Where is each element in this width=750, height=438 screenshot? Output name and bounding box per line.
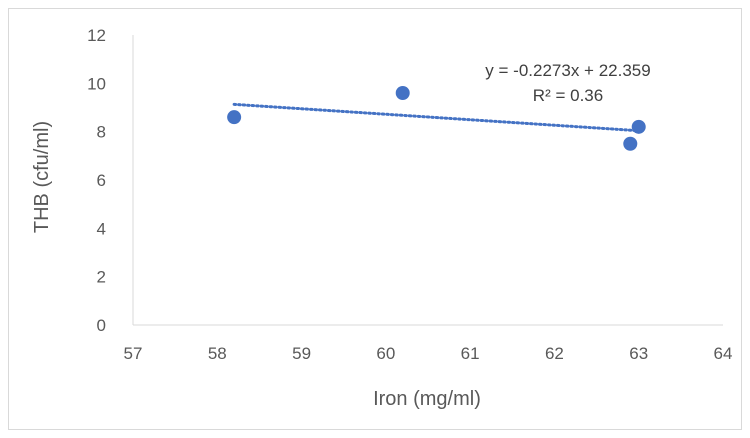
- x-axis-title: Iron (mg/ml): [373, 388, 481, 410]
- chart-frame: [8, 8, 742, 430]
- x-tick-label: 63: [629, 344, 648, 363]
- x-tick-label: 58: [208, 344, 227, 363]
- trendline-group: [232, 102, 641, 133]
- trendline-r-squared: R² = 0.36: [533, 86, 603, 105]
- trendline-equation: y = -0.2273x + 22.359: [485, 61, 650, 80]
- x-tick-label: 59: [292, 344, 311, 363]
- x-tick-label: 62: [545, 344, 564, 363]
- x-tick-label: 57: [124, 344, 143, 363]
- data-point: [631, 119, 646, 134]
- x-tick-label: 64: [714, 344, 733, 363]
- y-tick-label: 0: [97, 316, 106, 335]
- y-axis-title: THB (cfu/ml): [31, 121, 53, 233]
- y-tick-label: 4: [97, 219, 106, 238]
- y-tick-label: 12: [87, 26, 106, 45]
- y-tick-label: 6: [97, 171, 106, 190]
- y-tick-label: 8: [97, 123, 106, 142]
- axes: [132, 35, 723, 326]
- x-tick-label: 60: [376, 344, 395, 363]
- data-point: [623, 136, 638, 151]
- trendline: [232, 102, 641, 133]
- y-tick-label: 10: [87, 74, 106, 93]
- data-point: [227, 110, 242, 125]
- data-points: [227, 86, 646, 151]
- data-point: [395, 86, 410, 100]
- tick-labels: 57 58 59 60 61 62 63 64 0 2 4 6 8 10 12: [87, 26, 732, 363]
- y-tick-label: 2: [97, 268, 106, 287]
- x-tick-label: 61: [461, 344, 480, 363]
